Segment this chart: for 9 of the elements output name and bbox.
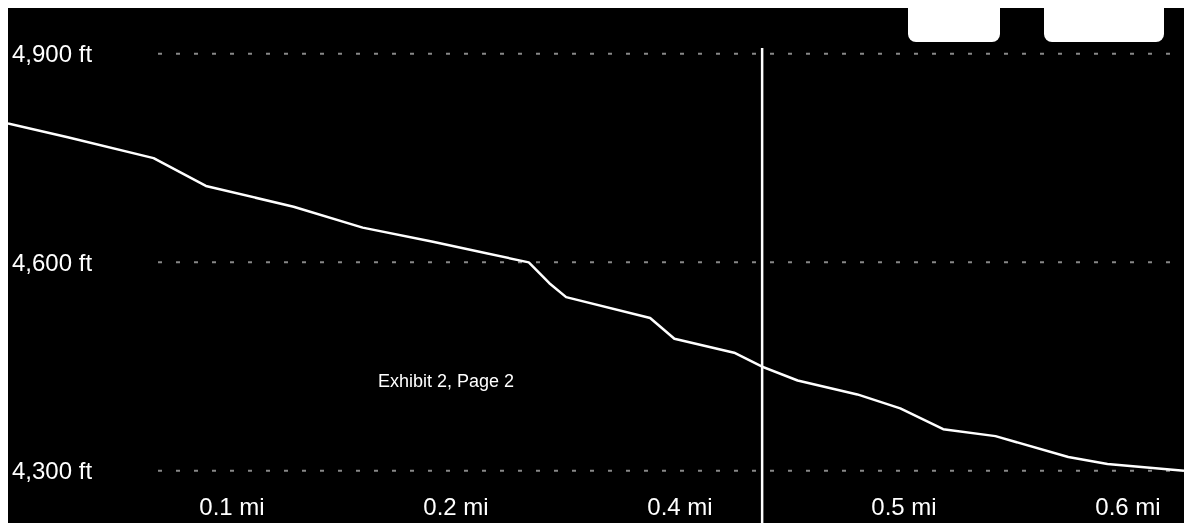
y-tick-label: 4,600 ft xyxy=(12,248,93,276)
annotation: Exhibit 2, Page 2 xyxy=(377,370,515,391)
y-tick-label: 4,300 ft xyxy=(12,457,93,485)
x-tick-label: 0.1 mi xyxy=(199,493,265,520)
x-tick-label: 0.6 mi xyxy=(1095,493,1161,520)
x-tick-label: 0.2 mi xyxy=(423,493,489,520)
x-tick-label: 0.5 mi xyxy=(871,493,937,520)
y-tick-label: 4,900 ft xyxy=(12,40,93,68)
x-tick-label: 0.4 mi xyxy=(647,493,713,520)
